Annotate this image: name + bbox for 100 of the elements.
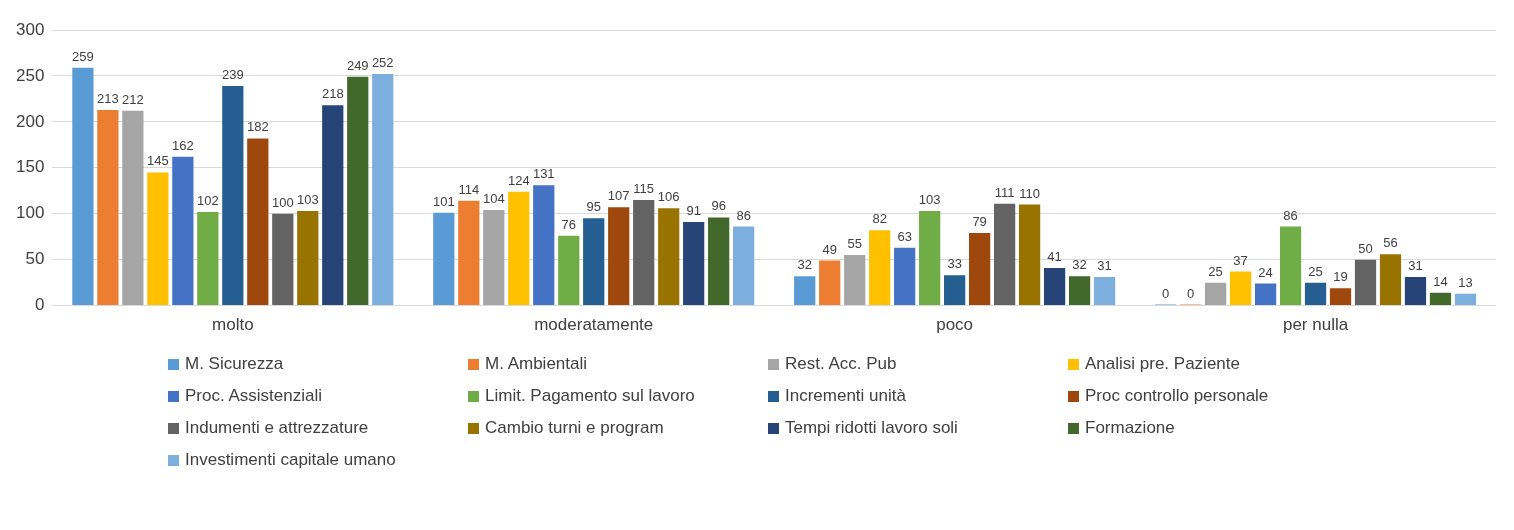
data-label: 218 (321, 86, 344, 102)
data-label: 50 (1358, 240, 1373, 256)
y-tick-label: 150 (15, 157, 45, 177)
bar (1429, 292, 1452, 306)
data-label: 131 (532, 166, 555, 182)
data-label: 37 (1233, 252, 1248, 268)
data-label: 249 (346, 57, 369, 73)
bar (1204, 282, 1227, 306)
bar (919, 210, 941, 306)
legend-label: Investimenti capitale umano (185, 450, 396, 470)
bar (1354, 259, 1377, 306)
bar (1093, 277, 1116, 306)
x-tick-label: per nulla (1282, 315, 1349, 335)
bar (197, 211, 219, 306)
bar (458, 200, 480, 306)
bar (733, 226, 755, 306)
bar (708, 217, 730, 306)
bar (147, 172, 169, 306)
data-label: 49 (822, 241, 837, 257)
data-label: 213 (97, 91, 119, 106)
data-label: 101 (432, 193, 455, 209)
y-tick-label: 250 (15, 65, 45, 85)
bar (1229, 271, 1252, 306)
data-label: 102 (196, 192, 219, 208)
bar (1454, 293, 1477, 306)
data-label: 13 (1458, 274, 1473, 290)
data-label: 107 (607, 188, 630, 204)
data-label: 106 (657, 189, 680, 205)
bar (558, 235, 580, 306)
bar (894, 247, 916, 306)
data-label: 25 (1308, 263, 1323, 279)
bar (1379, 254, 1402, 306)
data-label: 100 (271, 194, 294, 210)
data-label: 24 (1258, 264, 1273, 280)
legend-label: Formazione (1085, 418, 1175, 438)
data-label: 41 (1047, 249, 1062, 265)
bar (1043, 267, 1066, 306)
data-label: 212 (122, 91, 144, 107)
data-label: 76 (561, 216, 576, 232)
bar (658, 208, 680, 306)
data-label: 252 (371, 55, 394, 71)
bar (683, 222, 705, 306)
bar (347, 76, 369, 306)
bar (608, 207, 630, 306)
data-label: 103 (296, 192, 319, 208)
bar (794, 276, 816, 306)
bar (172, 156, 194, 306)
bar (322, 105, 344, 306)
legend-label: Proc controllo personale (1085, 386, 1269, 406)
legend-label: M. Ambientali (485, 354, 588, 374)
bar (1068, 276, 1091, 306)
x-tick-label: moderatamente (534, 315, 654, 335)
bar (483, 210, 505, 306)
legend-label: Proc. Assistenziali (185, 386, 322, 406)
data-label: 82 (872, 211, 887, 227)
data-label: 31 (1408, 258, 1423, 274)
bar (272, 213, 294, 306)
data-label: 95 (586, 199, 601, 215)
data-label: 25 (1208, 263, 1223, 279)
bar (97, 109, 119, 306)
bar (1329, 288, 1352, 306)
data-label: 182 (246, 119, 269, 135)
legend-label: Incrementi unità (785, 386, 906, 406)
data-label: 114 (458, 181, 480, 197)
legend-label: M. Sicurezza (185, 354, 284, 374)
data-label: 86 (736, 207, 751, 223)
bar (1254, 283, 1277, 306)
bar (969, 233, 991, 306)
bar (533, 185, 555, 306)
data-label: 111 (994, 184, 1015, 200)
legend-label: Indumenti e attrezzature (185, 418, 369, 438)
bar (222, 86, 244, 306)
data-label: 91 (686, 203, 701, 219)
bar (247, 138, 269, 306)
data-label: 31 (1097, 258, 1112, 274)
data-label: 110 (1019, 185, 1040, 201)
bar (297, 210, 319, 306)
bar (1304, 282, 1327, 306)
bar (433, 212, 455, 306)
data-label: 86 (1283, 207, 1298, 223)
data-label: 96 (711, 198, 726, 214)
data-label: 56 (1383, 235, 1398, 251)
data-label: 124 (507, 172, 530, 188)
x-tick-label: molto (212, 315, 254, 335)
data-label: 0 (1187, 285, 1195, 301)
data-label: 162 (171, 137, 194, 153)
bar (869, 230, 891, 306)
data-label: 32 (1072, 257, 1087, 273)
bar (1279, 226, 1302, 306)
data-label: 103 (918, 192, 941, 208)
bar (944, 275, 966, 306)
data-label: 32 (797, 257, 812, 273)
legend-label: Tempi ridotti lavoro soli (785, 418, 958, 438)
legend-label: Cambio turni e program (485, 418, 664, 438)
bar (583, 218, 605, 306)
y-tick-label: 200 (15, 111, 45, 131)
y-tick-label: 300 (15, 19, 45, 39)
bar (844, 255, 866, 306)
data-label: 19 (1333, 269, 1348, 285)
data-label: 79 (972, 214, 987, 230)
